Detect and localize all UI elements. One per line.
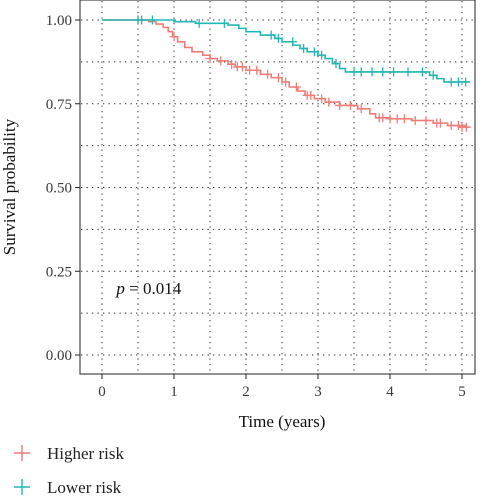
y-tick-label-3: 0.75 xyxy=(46,97,72,113)
y-tick-label-0: 0.00 xyxy=(46,348,72,364)
legend-item-higher-risk: Higher risk xyxy=(14,444,124,463)
p-value-annotation: p = 0.014 xyxy=(115,279,181,298)
x-tick-label-4: 4 xyxy=(386,384,394,400)
censor-mark-higher-risk-33 xyxy=(461,122,471,132)
x-tick-label-1: 1 xyxy=(170,384,178,400)
censor-mark-higher-risk-25 xyxy=(399,114,409,124)
censor-mark-higher-risk-13 xyxy=(291,82,301,92)
censor-mark-higher-risk-20 xyxy=(356,104,366,114)
legend-label-higher-risk: Higher risk xyxy=(47,444,124,463)
censor-mark-higher-risk-17 xyxy=(324,97,334,107)
censor-mark-lower-risk-22 xyxy=(461,77,471,87)
censor-mark-lower-risk-2 xyxy=(147,15,157,25)
censor-mark-lower-risk-9 xyxy=(309,47,319,57)
x-tick-label-2: 2 xyxy=(242,384,250,400)
censor-mark-lower-risk-6 xyxy=(273,33,283,43)
x-tick-label-0: 0 xyxy=(98,384,106,400)
legend-label-lower-risk: Lower risk xyxy=(47,478,122,497)
censor-mark-higher-risk-11 xyxy=(273,73,283,83)
censor-mark-higher-risk-15 xyxy=(306,90,316,100)
censor-mark-lower-risk-7 xyxy=(288,37,298,47)
censor-mark-lower-risk-19 xyxy=(428,70,438,80)
y-tick-label-2: 0.50 xyxy=(46,181,72,197)
censor-mark-lower-risk-18 xyxy=(417,67,427,77)
censor-mark-higher-risk-3 xyxy=(205,54,215,64)
censor-mark-lower-risk-5 xyxy=(266,30,276,40)
censor-mark-lower-risk-13 xyxy=(356,67,366,77)
censor-mark-higher-risk-5 xyxy=(227,59,237,69)
censor-mark-lower-risk-14 xyxy=(367,67,377,77)
censor-mark-higher-risk-26 xyxy=(410,116,420,125)
censor-mark-lower-risk-3 xyxy=(194,18,204,28)
censor-mark-lower-risk-4 xyxy=(219,18,229,28)
y-axis-label: Survival probability xyxy=(0,118,19,255)
censor-mark-lower-risk-16 xyxy=(389,67,399,77)
censor-mark-higher-risk-9 xyxy=(252,65,262,75)
x-axis-label: Time (years) xyxy=(239,412,326,431)
legend: Higher risk Lower risk xyxy=(14,444,124,497)
censor-mark-lower-risk-10 xyxy=(317,50,327,60)
censor-mark-higher-risk-7 xyxy=(237,62,247,72)
plot-panel xyxy=(80,0,475,374)
censor-mark-lower-risk-1 xyxy=(137,15,147,25)
y-tick-label-1: 0.25 xyxy=(46,264,72,280)
censor-mark-higher-risk-29 xyxy=(435,118,445,128)
censor-mark-higher-risk-19 xyxy=(345,100,355,110)
censor-mark-lower-risk-8 xyxy=(299,43,309,53)
legend-marker-higher-risk xyxy=(14,445,30,461)
censor-mark-higher-risk-27 xyxy=(421,116,431,125)
legend-item-lower-risk: Lower risk xyxy=(14,478,122,497)
censor-mark-lower-risk-11 xyxy=(331,59,341,69)
p-value: = 0.014 xyxy=(125,279,182,298)
censor-mark-higher-risk-16 xyxy=(317,94,327,104)
x-tick-label-5: 5 xyxy=(458,384,466,400)
legend-marker-lower-risk xyxy=(14,479,30,495)
censor-mark-higher-risk-22 xyxy=(378,113,388,123)
series-layer xyxy=(102,15,471,132)
censor-mark-lower-risk-17 xyxy=(403,67,413,77)
y-tick-label-4: 1.00 xyxy=(46,13,72,29)
axes: 0 1 2 3 4 5 0.00 0.25 0.50 0.75 1.00 xyxy=(46,0,476,400)
censor-mark-higher-risk-10 xyxy=(263,69,273,79)
p-symbol: p xyxy=(115,279,125,298)
censor-mark-higher-risk-4 xyxy=(216,56,226,66)
censor-mark-higher-risk-18 xyxy=(335,100,345,110)
censor-mark-lower-risk-15 xyxy=(378,67,388,77)
survival-curve-lower-risk xyxy=(102,19,470,83)
x-tick-label-3: 3 xyxy=(314,384,322,400)
censor-mark-higher-risk-2 xyxy=(169,32,179,42)
censor-mark-higher-risk-12 xyxy=(281,77,291,87)
